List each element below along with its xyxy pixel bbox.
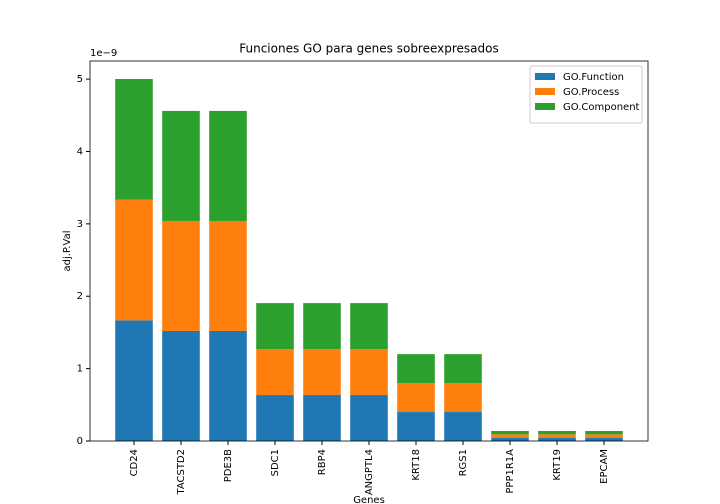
bar-segment (538, 437, 576, 441)
x-tick-label: TACSTD2 (176, 449, 187, 496)
bar-segment (444, 354, 482, 384)
legend-box (529, 65, 643, 124)
bar-segment (397, 412, 435, 441)
x-tick-label: RGS1 (458, 449, 469, 476)
bar-segment (115, 79, 153, 200)
legend-label: GO.Function (563, 72, 624, 83)
bar-segment (256, 349, 294, 396)
bar-segment (538, 431, 576, 435)
x-tick-label: SDC1 (270, 449, 281, 476)
bar-segment (162, 110, 200, 221)
y-offset-label: 1e−9 (90, 48, 117, 59)
y-tick-label: 5 (77, 74, 83, 85)
x-tick-label: RBP4 (317, 449, 328, 475)
y-tick-label: 0 (77, 436, 83, 447)
bar-segment (538, 434, 576, 438)
bar-segment (350, 303, 388, 350)
x-axis-label: Genes (353, 495, 385, 504)
bar-segment (115, 199, 153, 321)
x-tick-label: CD24 (129, 449, 140, 476)
y-tick-label: 1 (77, 364, 83, 375)
legend-label: GO.Component (563, 102, 640, 113)
legend-label: GO.Process (563, 87, 619, 98)
bar-segment (444, 412, 482, 441)
bar-segment (350, 395, 388, 441)
x-tick-label: ANGPTL4 (364, 449, 375, 495)
bar-segment (585, 437, 623, 441)
x-tick-label: EPCAM (599, 449, 610, 484)
y-tick-label: 2 (77, 291, 83, 302)
bar-segment (115, 320, 153, 441)
legend-swatch (535, 103, 555, 110)
bar-segment (303, 349, 341, 396)
bar-segment (397, 383, 435, 413)
bar-segment (256, 395, 294, 441)
bar-segment (256, 303, 294, 350)
bar-segment (491, 437, 529, 441)
bar-segment (303, 303, 341, 350)
legend: GO.Function GO.Process GO.Component (529, 65, 643, 124)
plot-frame (89, 60, 649, 442)
bar-segment (162, 220, 200, 331)
chart-title: Funciones GO para genes sobreexpresados (239, 42, 499, 56)
x-tick-label: PDE3B (223, 449, 234, 482)
bar-segment (585, 431, 623, 435)
y-tick-label: 4 (77, 146, 83, 157)
bar-segment (444, 383, 482, 413)
bar-segment (585, 434, 623, 438)
bar-segment (303, 395, 341, 441)
bar-segment (491, 434, 529, 438)
bar-segment (209, 330, 247, 441)
legend-swatch (535, 88, 555, 95)
bar-segment (397, 354, 435, 384)
bar-segment (162, 330, 200, 441)
bar-segment (350, 349, 388, 396)
bar-segment (209, 110, 247, 221)
bar-segment (209, 220, 247, 331)
x-tick-label: KRT18 (411, 449, 422, 481)
y-axis-label: adj.P.Val (62, 230, 73, 271)
y-tick-label: 3 (77, 219, 83, 230)
legend-swatch (535, 73, 555, 80)
x-tick-label: KRT19 (552, 449, 563, 481)
x-tick-label: PPP1R1A (505, 449, 516, 494)
bar-segment (491, 431, 529, 435)
